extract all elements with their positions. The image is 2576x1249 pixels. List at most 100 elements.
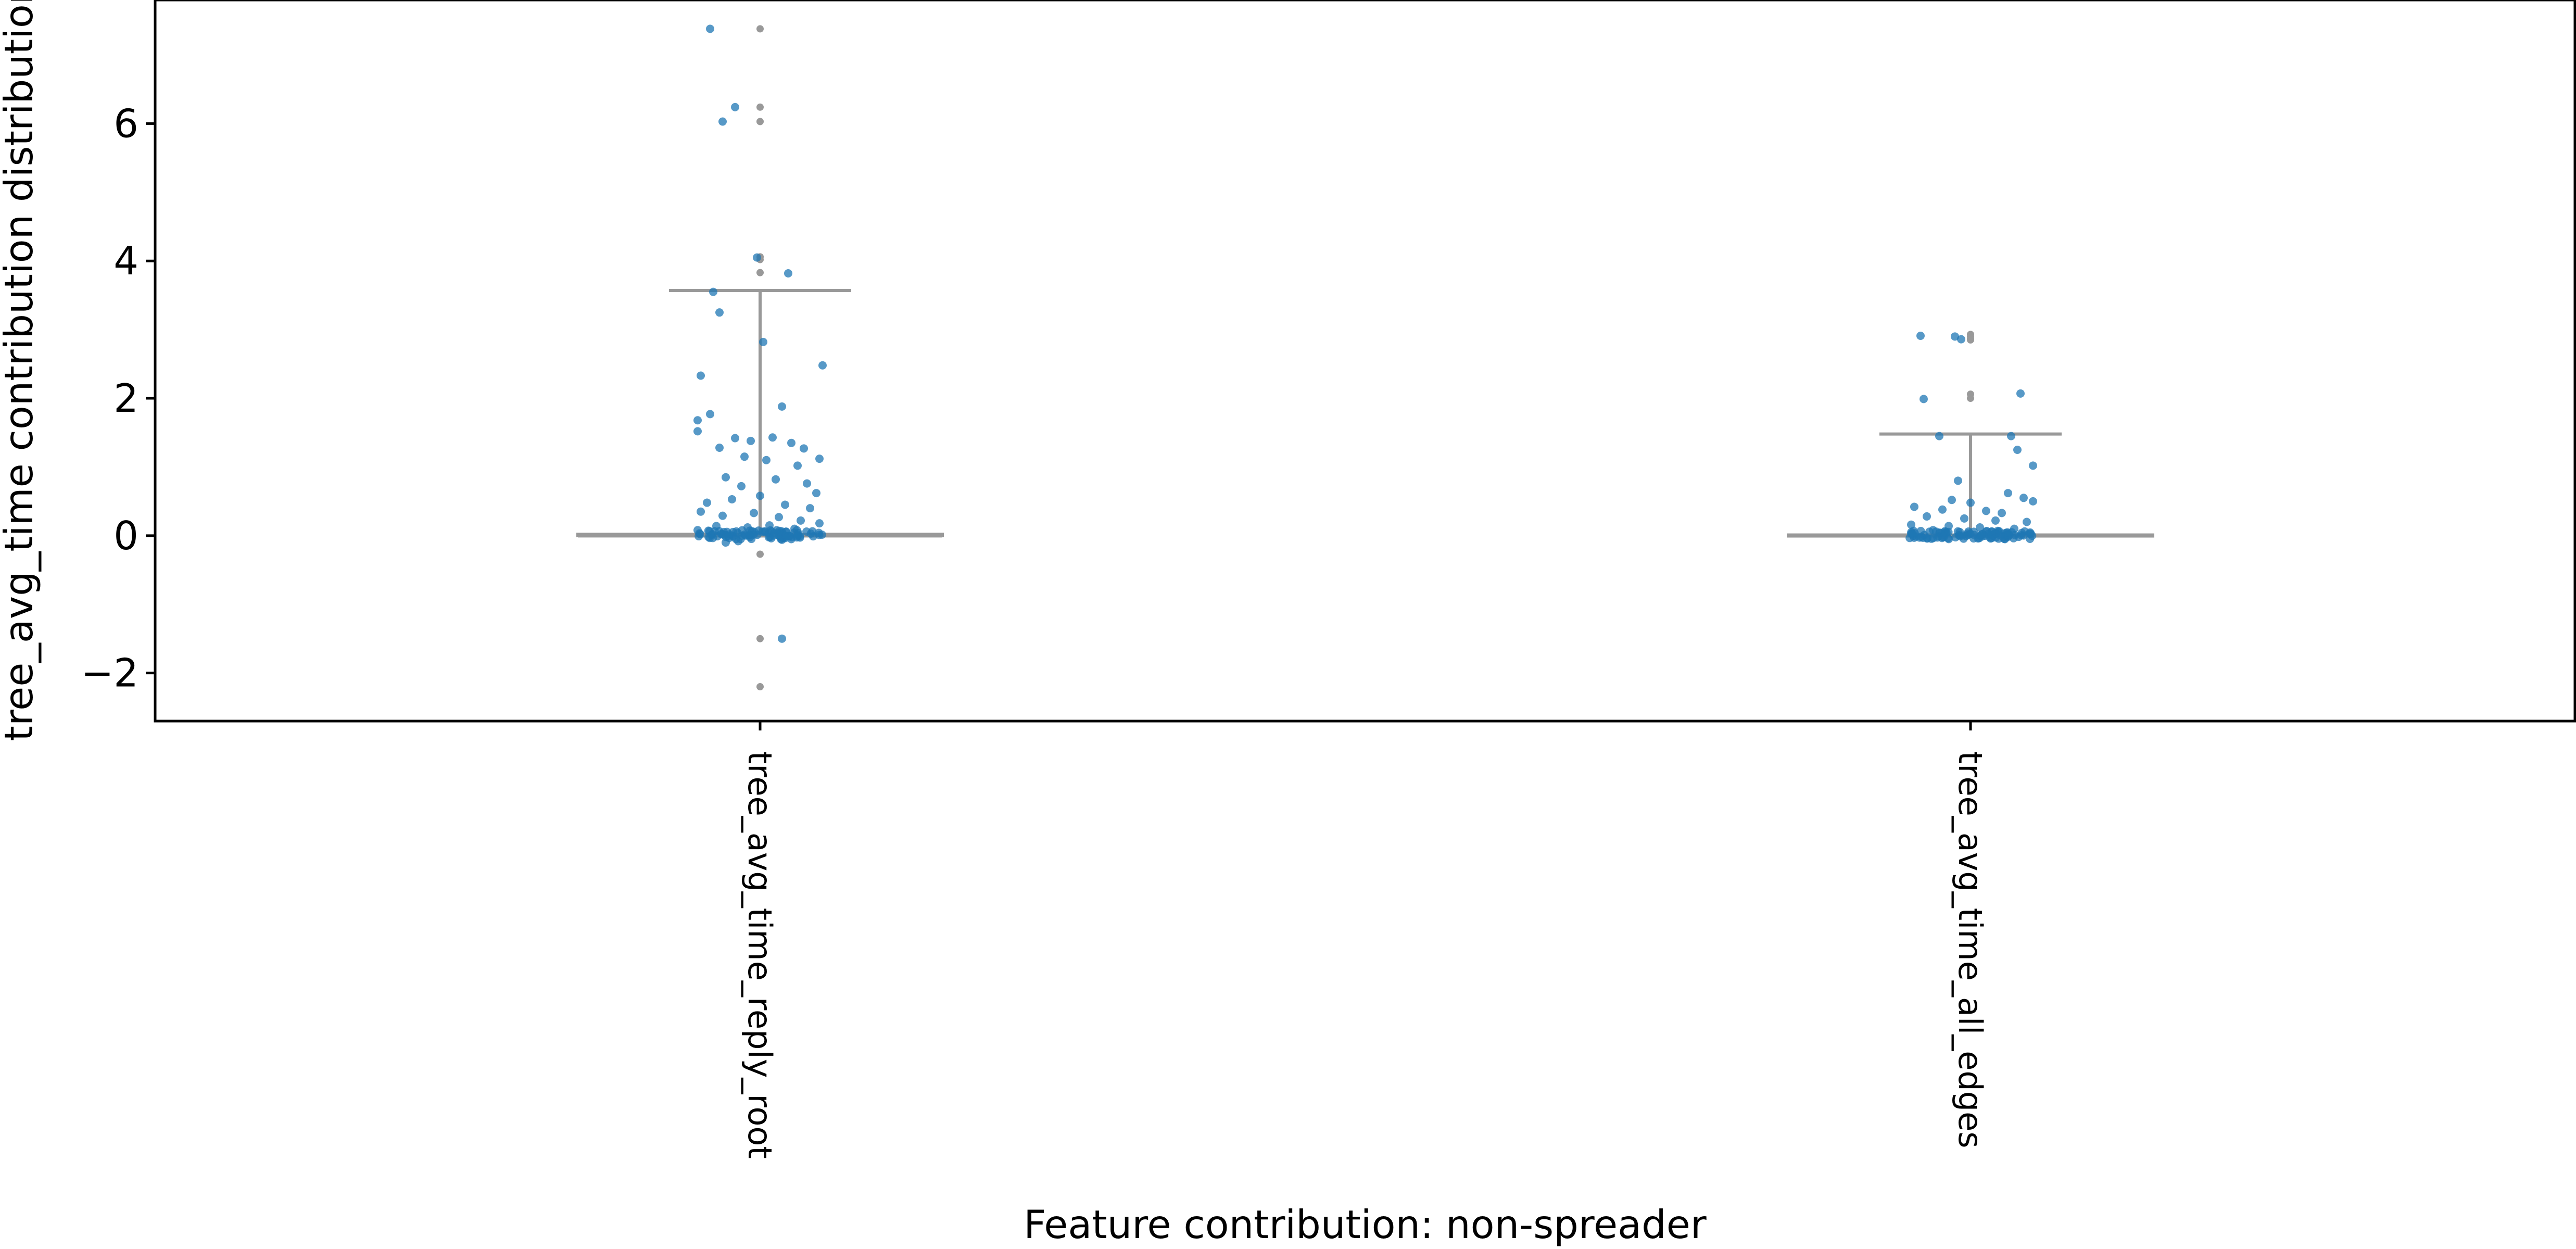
data-point	[759, 337, 767, 346]
data-point	[2023, 518, 2031, 526]
data-point	[1998, 509, 2006, 518]
y-axis-ticks: −2 0 2 4 6	[81, 100, 155, 696]
data-point	[747, 436, 755, 445]
data-point	[737, 482, 746, 490]
data-point	[2019, 494, 2028, 502]
outlier-marker	[756, 103, 764, 111]
data-point	[1917, 532, 1926, 541]
data-point	[706, 24, 714, 33]
data-point	[709, 287, 717, 296]
data-point	[1966, 498, 1975, 507]
data-point	[809, 532, 817, 541]
data-point	[762, 456, 771, 464]
data-point	[736, 535, 745, 544]
data-point	[756, 491, 764, 500]
data-point	[800, 444, 808, 453]
data-point	[1905, 534, 1914, 543]
data-point	[793, 461, 802, 470]
data-point	[705, 527, 714, 536]
outlier-marker	[756, 118, 764, 125]
data-point	[697, 371, 705, 380]
data-point	[718, 511, 727, 520]
data-point	[1988, 531, 1997, 540]
data-point	[709, 534, 717, 543]
data-point	[1991, 516, 2000, 525]
data-point	[2013, 445, 2022, 454]
data-point	[766, 526, 775, 535]
data-point	[818, 361, 827, 370]
data-point	[1920, 395, 1928, 403]
data-point	[738, 526, 747, 535]
data-point	[731, 434, 739, 443]
data-point	[1957, 335, 1965, 344]
strip-points	[693, 24, 2037, 643]
y-tick-label: 0	[113, 513, 138, 559]
outlier-marker	[756, 269, 764, 276]
data-point	[694, 532, 703, 540]
data-point	[806, 504, 814, 513]
outlier-marker	[1967, 395, 1974, 402]
data-point	[1954, 476, 1962, 485]
data-point	[693, 427, 702, 436]
data-point	[1916, 332, 1925, 340]
x-axis-label: Feature contribution: non-spreader	[1024, 1202, 1707, 1247]
outlier-marker	[756, 550, 764, 558]
data-point	[728, 495, 736, 503]
y-tick-label: −2	[81, 650, 138, 696]
data-point	[815, 455, 824, 463]
data-point	[1982, 507, 1990, 515]
outlier-marker	[756, 683, 764, 691]
y-tick-label: 6	[113, 100, 138, 146]
data-point	[778, 634, 786, 643]
data-point	[1977, 530, 1986, 539]
data-point	[1923, 512, 1931, 521]
data-point	[812, 489, 820, 498]
plot-area-frame	[154, 0, 2576, 723]
data-point	[1964, 527, 1973, 536]
x-tick-label: tree_avg_time_all_edges	[1951, 751, 1989, 1149]
data-point	[693, 416, 702, 425]
data-point	[2029, 497, 2037, 506]
outlier-marker	[756, 635, 764, 642]
data-point	[803, 479, 811, 488]
data-point	[781, 532, 790, 540]
data-point	[753, 253, 761, 262]
data-point	[715, 308, 724, 317]
data-point	[2002, 528, 2011, 537]
data-point	[1907, 520, 1915, 529]
data-point	[778, 402, 786, 411]
data-point	[789, 528, 798, 537]
data-point	[787, 438, 795, 447]
data-point	[744, 531, 753, 540]
data-point	[1925, 527, 1934, 536]
data-point	[2029, 461, 2037, 470]
data-point	[718, 117, 727, 126]
data-point	[2016, 389, 2025, 398]
data-point	[722, 533, 730, 541]
data-point	[1959, 534, 1968, 543]
data-point	[2009, 534, 2018, 543]
data-point	[2019, 531, 2028, 540]
data-point	[815, 519, 824, 528]
data-point	[1955, 527, 1964, 536]
data-point	[781, 500, 789, 509]
x-tick-label: tree_avg_time_reply_root	[741, 751, 779, 1159]
y-axis-label: tree_avg_time contribution distribution	[0, 0, 42, 741]
x-axis-ticks: tree_avg_time_reply_root tree_avg_time_al…	[741, 721, 1989, 1159]
data-point	[775, 513, 783, 522]
data-point	[706, 410, 714, 419]
data-point	[768, 433, 777, 442]
data-point	[1951, 332, 1959, 341]
data-point	[703, 498, 711, 507]
outlier-marker	[756, 25, 764, 33]
data-point	[784, 269, 792, 277]
data-point	[740, 452, 749, 461]
data-point	[722, 473, 730, 482]
y-tick-label: 4	[113, 238, 138, 284]
data-point	[772, 475, 780, 484]
data-point	[2007, 432, 2015, 440]
data-point	[1910, 502, 1918, 511]
data-point	[1938, 533, 1947, 541]
